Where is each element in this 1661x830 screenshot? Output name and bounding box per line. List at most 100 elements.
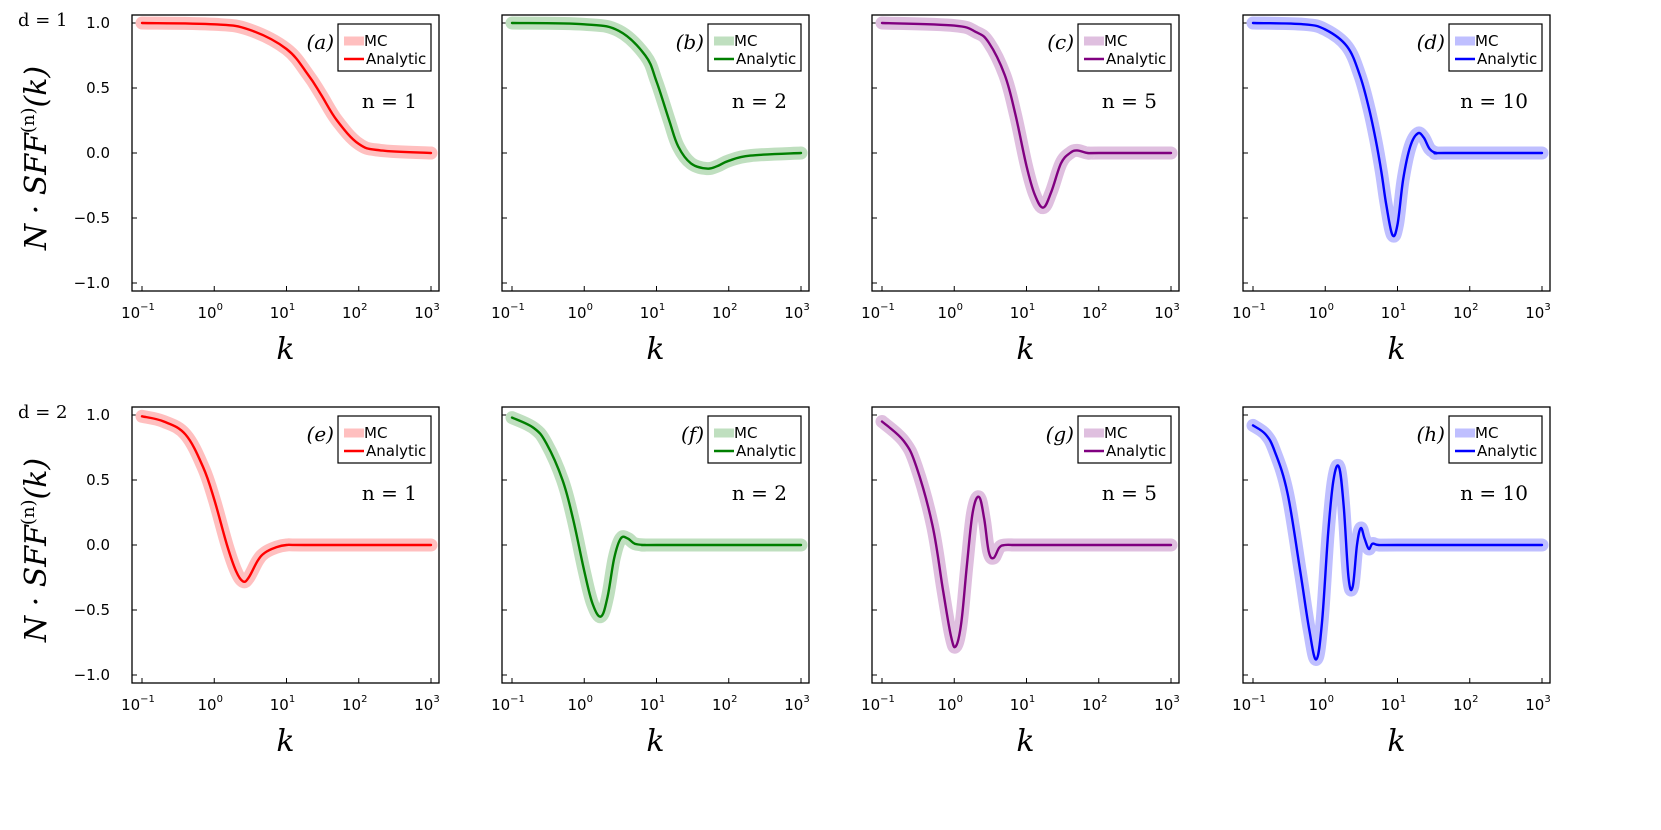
x-tick-label: 10−1 bbox=[121, 302, 155, 322]
y-axis-label-top: N · SFF(n)(k) bbox=[18, 66, 54, 251]
x-tick-label: 10−1 bbox=[1232, 694, 1266, 714]
svg-text:N · SFF(n)(k): N · SFF(n)(k) bbox=[18, 66, 54, 251]
x-tick-label: 101 bbox=[1010, 694, 1035, 714]
series-analytic bbox=[880, 420, 1173, 649]
panel-a: 10−1 100 101 102 103 1.0 0.5 0.0 −0.5 −1.0 k MCAnal… bbox=[74, 14, 440, 367]
x-tick-label: 10−1 bbox=[861, 694, 895, 714]
x-axis-label: k bbox=[1016, 724, 1034, 759]
y-tick-label: 0.0 bbox=[86, 144, 110, 162]
y-label-main: N · SFF bbox=[19, 524, 54, 643]
x-tick-label: 102 bbox=[712, 694, 737, 714]
svg-text:N · SFF(n)(k): N · SFF(n)(k) bbox=[18, 458, 54, 643]
panel-label: (c) bbox=[1047, 30, 1074, 54]
legend-label-mc: MC bbox=[734, 424, 757, 442]
n-label: n = 5 bbox=[1102, 89, 1157, 113]
panel-label: (e) bbox=[307, 422, 334, 446]
panel-label: (h) bbox=[1417, 422, 1446, 446]
x-tick-label: 101 bbox=[270, 694, 295, 714]
panel-label: (g) bbox=[1046, 422, 1074, 446]
x-tick-label: 101 bbox=[1010, 302, 1035, 322]
panel-label: (f) bbox=[681, 422, 704, 446]
x-tick-label: 100 bbox=[1309, 694, 1334, 714]
x-tick-label: 10−1 bbox=[491, 302, 525, 322]
x-tick-label: 10−1 bbox=[121, 694, 155, 714]
x-axis-label: k bbox=[276, 332, 294, 367]
legend-label-analytic: Analytic bbox=[736, 442, 796, 460]
x-tick-label: 101 bbox=[640, 694, 665, 714]
x-tick-label: 100 bbox=[938, 694, 963, 714]
series-analytic bbox=[140, 21, 433, 155]
x-tick-label: 103 bbox=[414, 302, 439, 322]
y-tick-label: −1.0 bbox=[74, 666, 110, 684]
x-tick-label: 10−1 bbox=[491, 694, 525, 714]
legend-box bbox=[707, 415, 802, 464]
series-analytic bbox=[510, 416, 803, 618]
panel-e: 10−1 100 101 102 103 1.0 0.5 0.0 −0.5 −1.0 k MCAnal… bbox=[74, 406, 440, 759]
y-axis-label-bottom: N · SFF(n)(k) bbox=[18, 458, 54, 643]
legend-label-analytic: Analytic bbox=[366, 50, 426, 68]
x-tick-label: 102 bbox=[1082, 694, 1107, 714]
x-tick-label: 103 bbox=[784, 694, 809, 714]
legend-box bbox=[337, 415, 432, 464]
x-tick-label: 100 bbox=[568, 694, 593, 714]
x-tick-label: 103 bbox=[1525, 694, 1550, 714]
x-axis-label: k bbox=[276, 724, 294, 759]
y-tick-label: 0.0 bbox=[86, 536, 110, 554]
legend-box bbox=[1448, 415, 1543, 464]
n-label: n = 5 bbox=[1102, 481, 1157, 505]
legend-box bbox=[337, 23, 432, 72]
legend-label-mc: MC bbox=[1104, 32, 1127, 50]
x-tick-label: 100 bbox=[198, 302, 223, 322]
legend-label-analytic: Analytic bbox=[1477, 50, 1537, 68]
x-tick-label: 100 bbox=[1309, 302, 1334, 322]
legend-label-mc: MC bbox=[734, 32, 757, 50]
legend-label-mc: MC bbox=[364, 32, 387, 50]
legend-box bbox=[1077, 415, 1172, 464]
x-tick-label: 101 bbox=[640, 302, 665, 322]
y-label-sup: (n) bbox=[18, 499, 39, 525]
series-analytic bbox=[1251, 424, 1544, 661]
series-analytic bbox=[880, 21, 1173, 209]
legend-box bbox=[1448, 23, 1543, 72]
legend-label-analytic: Analytic bbox=[736, 50, 796, 68]
y-tick-label: 0.5 bbox=[86, 79, 110, 97]
y-tick-label: −0.5 bbox=[74, 601, 110, 619]
y-tick-label: 0.5 bbox=[86, 471, 110, 489]
panel-label: (d) bbox=[1417, 30, 1445, 54]
legend-label-analytic: Analytic bbox=[1106, 442, 1166, 460]
x-tick-label: 10−1 bbox=[861, 302, 895, 322]
y-label-main: N · SFF bbox=[19, 132, 54, 251]
row-label-d1: d = 1 bbox=[18, 10, 68, 31]
x-tick-label: 102 bbox=[1453, 694, 1478, 714]
x-tick-label: 101 bbox=[1381, 694, 1406, 714]
legend-box bbox=[707, 23, 802, 72]
row-label-d2: d = 2 bbox=[18, 402, 68, 423]
legend-label-mc: MC bbox=[1475, 424, 1498, 442]
x-tick-label: 102 bbox=[342, 694, 367, 714]
legend-label-analytic: Analytic bbox=[1106, 50, 1166, 68]
x-tick-label: 101 bbox=[270, 302, 295, 322]
y-label-arg: (k) bbox=[19, 458, 54, 500]
x-tick-label: 102 bbox=[1453, 302, 1478, 322]
series-analytic bbox=[510, 21, 803, 170]
y-tick-label: −0.5 bbox=[74, 209, 110, 227]
n-label: n = 10 bbox=[1460, 481, 1528, 505]
x-axis-label: k bbox=[1016, 332, 1034, 367]
series-analytic bbox=[140, 415, 433, 584]
panel-label: (b) bbox=[676, 30, 704, 54]
y-tick-label: 1.0 bbox=[86, 406, 110, 424]
n-label: n = 2 bbox=[732, 481, 787, 505]
x-tick-label: 102 bbox=[1082, 302, 1107, 322]
n-label: n = 1 bbox=[362, 89, 417, 113]
x-axis-label: k bbox=[646, 724, 664, 759]
